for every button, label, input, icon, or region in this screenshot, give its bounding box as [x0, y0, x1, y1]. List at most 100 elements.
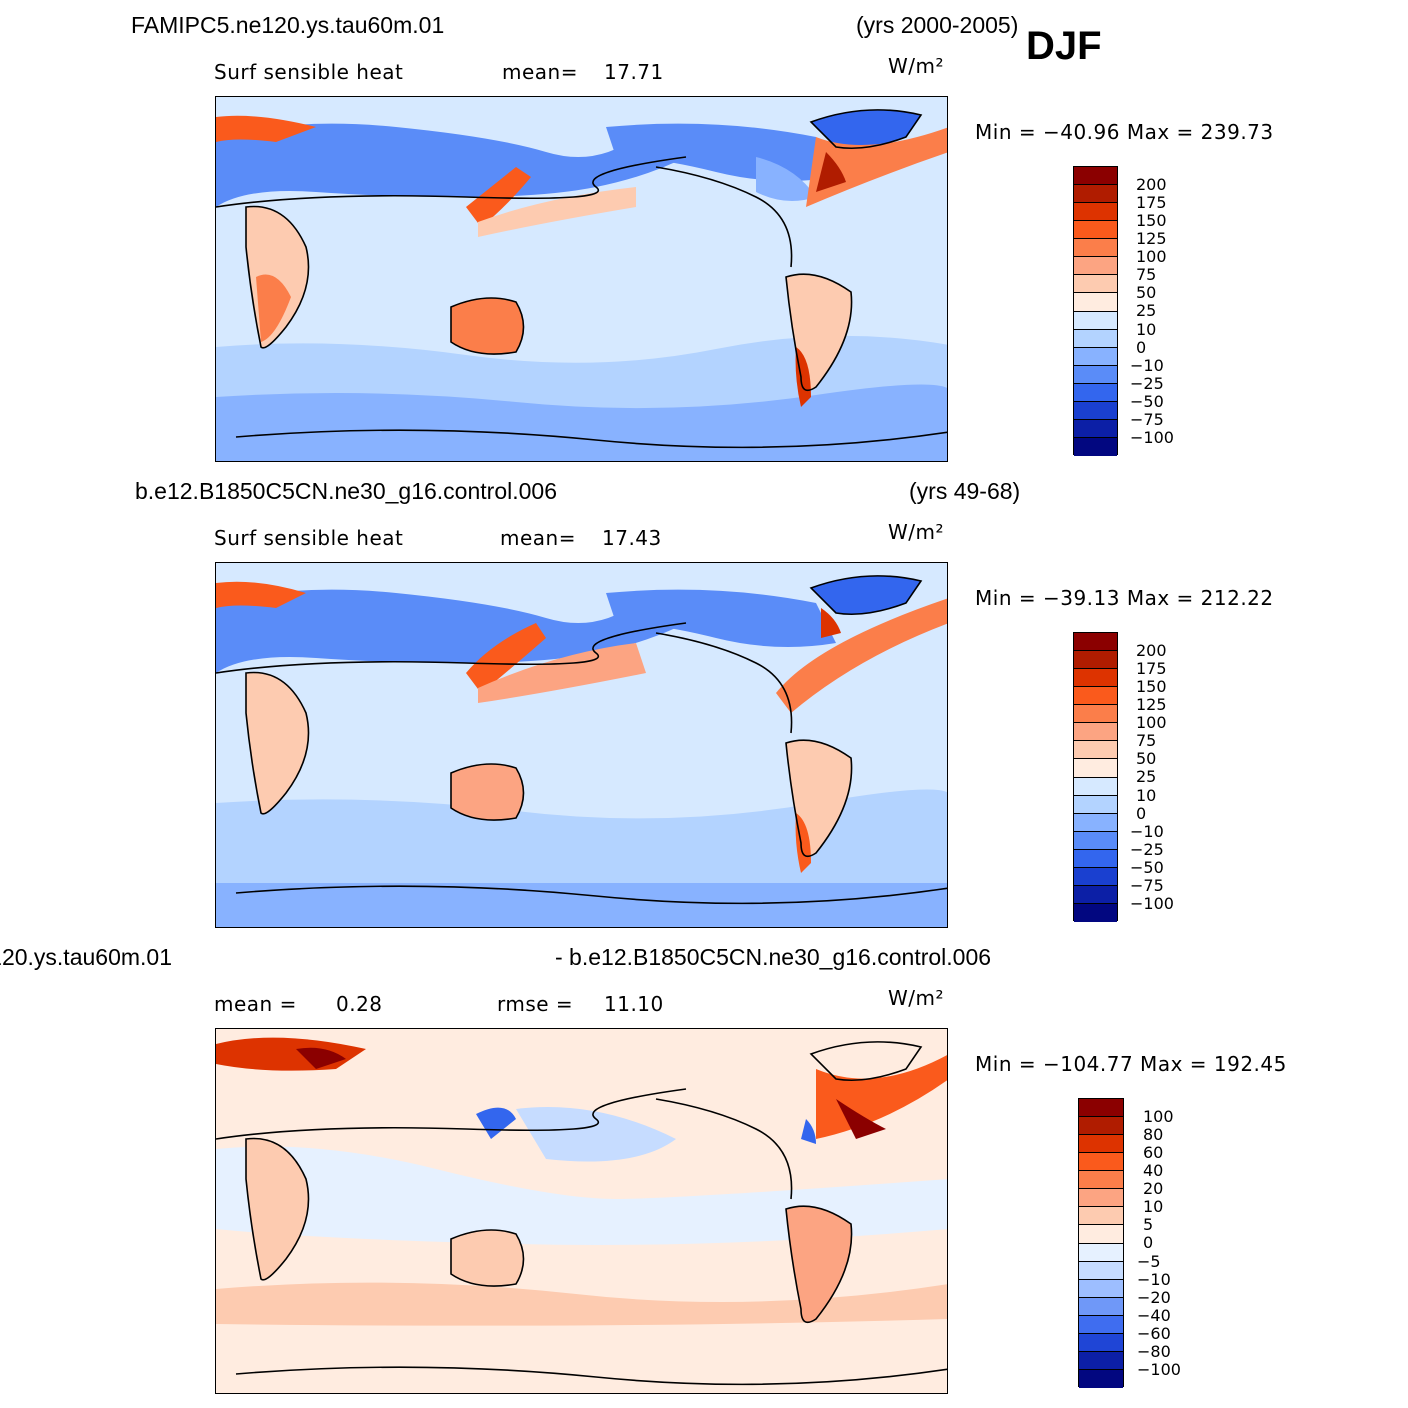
- colorbar-tick-label: 150: [1136, 677, 1167, 697]
- colorbar-tick-label: 100: [1136, 713, 1167, 733]
- panel3-case-text: FAMIPC5.ne120.ys.tau60m.01: [0, 944, 172, 970]
- panel2-units: W/m²: [888, 520, 945, 544]
- colorbar-tick-label: −100: [1130, 893, 1174, 913]
- colorbar-swatch: [1079, 1369, 1123, 1388]
- colorbar-swatch: [1079, 1171, 1123, 1190]
- panel3-case-b: - b.e12.B1850C5CN.ne30_g16.control.006: [555, 944, 992, 970]
- colorbar-tick-label: −75: [1130, 875, 1164, 895]
- colorbar-swatch: [1079, 1117, 1123, 1136]
- panel2-minmax: Min = −39.13 Max = 212.22: [975, 586, 1274, 610]
- colorbar-swatch: [1079, 1225, 1123, 1244]
- panel2-map-svg: [216, 563, 947, 927]
- colorbar-tick-label: 50: [1136, 749, 1157, 769]
- panel2-colorbar-labels: 200 175 150 125 100 75 50 25 10 0 −10 −25 −50 −75 −100: [1130, 641, 1174, 913]
- colorbar-tick-label: 75: [1136, 265, 1157, 285]
- colorbar-tick-label: 10: [1143, 1197, 1164, 1217]
- colorbar-swatch: [1074, 741, 1117, 760]
- colorbar-tick-label: 20: [1143, 1179, 1164, 1199]
- panel1-map: [215, 96, 948, 462]
- panel1-minmax: Min = −40.96 Max = 239.73: [975, 120, 1274, 144]
- colorbar-swatch: [1074, 813, 1117, 832]
- colorbar-swatch: [1074, 185, 1117, 204]
- colorbar-swatch: [1074, 167, 1117, 186]
- colorbar-swatch: [1074, 347, 1117, 366]
- panel2-case-name: b.e12.B1850C5CN.ne30_g16.control.006: [135, 478, 557, 504]
- colorbar-swatch: [1074, 401, 1117, 420]
- colorbar-tick-label: 60: [1143, 1143, 1164, 1163]
- panel3-units: W/m²: [888, 986, 945, 1010]
- panel3-case-name: FAMIPC5.ne120.ys.tau60m.01: [0, 944, 172, 971]
- colorbar-tick-label: 200: [1136, 641, 1167, 660]
- colorbar-swatch: [1079, 1099, 1123, 1118]
- panel3-colorbar: [1078, 1098, 1124, 1388]
- colorbar-swatch: [1074, 293, 1117, 312]
- colorbar-swatch: [1079, 1279, 1123, 1298]
- colorbar-tick-label: 150: [1136, 211, 1167, 231]
- panel3-map-svg: [216, 1029, 947, 1393]
- panel1-years: (yrs 2000-2005): [856, 12, 1019, 38]
- colorbar-tick-label: 5: [1143, 1215, 1154, 1235]
- panel3-mean-label: mean =: [214, 992, 297, 1016]
- colorbar-tick-label: 0: [1136, 337, 1147, 357]
- colorbar-swatch: [1074, 329, 1117, 348]
- colorbar-swatch: [1074, 419, 1117, 438]
- colorbar-tick-label: −5: [1137, 1251, 1161, 1271]
- colorbar-swatch: [1079, 1189, 1123, 1208]
- panel2-colorbar: [1073, 632, 1118, 922]
- colorbar-tick-label: −75: [1130, 409, 1164, 429]
- colorbar-swatch: [1074, 705, 1117, 724]
- panel1-case-name: FAMIPC5.ne120.ys.tau60m.01: [131, 12, 445, 38]
- colorbar-swatch: [1079, 1153, 1123, 1172]
- panel2-mean-label: mean=: [500, 526, 576, 550]
- colorbar-tick-label: −10: [1130, 821, 1164, 841]
- colorbar-tick-label: 125: [1136, 695, 1167, 715]
- colorbar-tick-label: −10: [1137, 1269, 1171, 1289]
- colorbar-swatch: [1074, 795, 1117, 814]
- colorbar-swatch: [1074, 239, 1117, 258]
- colorbar-swatch: [1074, 867, 1117, 886]
- colorbar-swatch: [1074, 383, 1117, 402]
- colorbar-tick-label: 175: [1136, 193, 1167, 213]
- colorbar-tick-label: 25: [1136, 301, 1157, 321]
- colorbar-tick-label: −80: [1137, 1341, 1171, 1361]
- colorbar-tick-label: −20: [1137, 1287, 1171, 1307]
- colorbar-tick-label: −25: [1130, 373, 1164, 393]
- colorbar-swatch: [1074, 257, 1117, 276]
- season-label: DJF: [1026, 24, 1102, 68]
- colorbar-tick-label: 10: [1136, 785, 1157, 805]
- panel1-map-svg: [216, 97, 947, 461]
- colorbar-swatch: [1079, 1207, 1123, 1226]
- colorbar-swatch: [1079, 1297, 1123, 1316]
- colorbar-swatch: [1074, 633, 1117, 652]
- panel2-variable: Surf sensible heat: [214, 526, 404, 550]
- colorbar-tick-label: 25: [1136, 767, 1157, 787]
- colorbar-swatch: [1079, 1351, 1123, 1370]
- panel1-variable: Surf sensible heat: [214, 60, 404, 84]
- colorbar-tick-label: −50: [1130, 857, 1164, 877]
- panel3-minmax: Min = −104.77 Max = 192.45: [975, 1052, 1287, 1076]
- colorbar-tick-label: −25: [1130, 839, 1164, 859]
- colorbar-tick-label: 75: [1136, 731, 1157, 751]
- colorbar-swatch: [1074, 651, 1117, 670]
- colorbar-tick-label: 100: [1136, 247, 1167, 267]
- panel1-units: W/m²: [888, 54, 945, 78]
- colorbar-swatch: [1074, 777, 1117, 796]
- colorbar-swatch: [1074, 275, 1117, 294]
- panel1-colorbar-labels: 200 175 150 125 100 75 50 25 10 0 −10 −25 −50 −75 −100: [1130, 175, 1174, 447]
- panel3-map: [215, 1028, 948, 1394]
- panel2-map: [215, 562, 948, 928]
- colorbar-swatch: [1079, 1333, 1123, 1352]
- colorbar-swatch: [1079, 1243, 1123, 1262]
- colorbar-tick-label: −40: [1137, 1305, 1171, 1325]
- colorbar-tick-label: −60: [1137, 1323, 1171, 1343]
- colorbar-tick-label: −100: [1137, 1359, 1181, 1379]
- colorbar-swatch: [1074, 849, 1117, 868]
- panel3-colorbar-labels: 100 80 60 40 20 10 5 0 −5 −10 −20 −40 −60 −80 −100: [1137, 1107, 1181, 1379]
- colorbar-tick-label: 10: [1136, 319, 1157, 339]
- panel1-mean-value: 17.71: [604, 60, 664, 84]
- colorbar-tick-label: 200: [1136, 175, 1167, 194]
- colorbar-tick-label: 40: [1143, 1161, 1164, 1181]
- colorbar-tick-label: 50: [1136, 283, 1157, 303]
- panel3-rmse-value: 11.10: [604, 992, 664, 1016]
- colorbar-swatch: [1074, 203, 1117, 222]
